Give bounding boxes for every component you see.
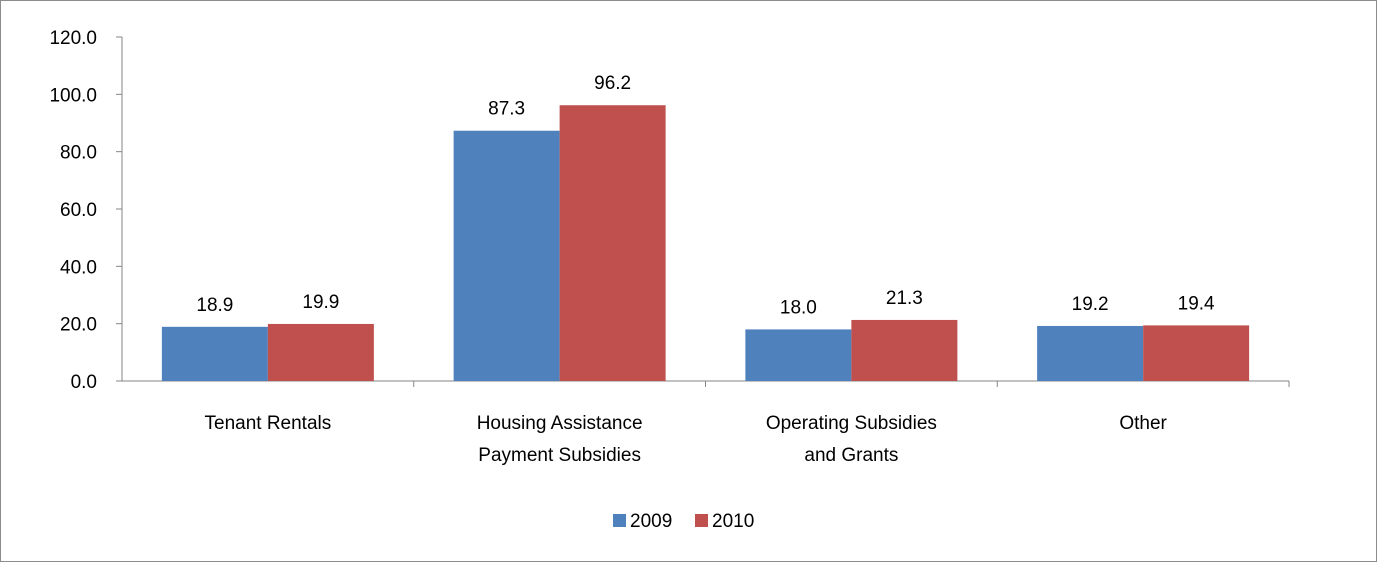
legend-swatch-2010 bbox=[695, 514, 708, 527]
data-label: 87.3 bbox=[488, 99, 525, 120]
bar-2010 bbox=[851, 319, 958, 381]
x-category-label: and Grants bbox=[804, 445, 898, 466]
y-tick-label: 20.0 bbox=[60, 315, 97, 336]
bar-2009 bbox=[161, 326, 268, 381]
data-label: 96.2 bbox=[594, 73, 631, 94]
data-label: 19.9 bbox=[302, 292, 339, 313]
legend-swatch-2009 bbox=[613, 514, 626, 527]
x-category-label: Operating Subsidies bbox=[766, 413, 937, 434]
data-label: 19.4 bbox=[1178, 293, 1215, 314]
x-category-label: Other bbox=[1119, 413, 1167, 434]
y-tick-label: 80.0 bbox=[60, 143, 97, 164]
data-label: 19.2 bbox=[1072, 294, 1109, 315]
bar-2010 bbox=[267, 323, 374, 381]
bar-2009 bbox=[1037, 325, 1144, 381]
bar-2009 bbox=[453, 130, 560, 381]
legend-label: 2010 bbox=[712, 511, 754, 532]
bar-2010 bbox=[1143, 325, 1250, 381]
data-label: 21.3 bbox=[886, 288, 923, 309]
legend-label: 2009 bbox=[630, 511, 672, 532]
y-tick-label: 0.0 bbox=[71, 372, 97, 393]
data-label: 18.9 bbox=[196, 295, 233, 316]
bar-2009 bbox=[745, 329, 852, 381]
y-tick-label: 100.0 bbox=[49, 85, 97, 106]
y-tick-label: 120.0 bbox=[49, 28, 97, 49]
x-category-label: Payment Subsidies bbox=[478, 445, 641, 466]
data-label: 18.0 bbox=[780, 297, 817, 318]
y-tick-label: 40.0 bbox=[60, 257, 97, 278]
bar-2010 bbox=[559, 105, 666, 381]
y-tick-label: 60.0 bbox=[60, 200, 97, 221]
x-category-label: Tenant Rentals bbox=[205, 413, 332, 434]
x-category-label: Housing Assistance bbox=[477, 413, 643, 434]
